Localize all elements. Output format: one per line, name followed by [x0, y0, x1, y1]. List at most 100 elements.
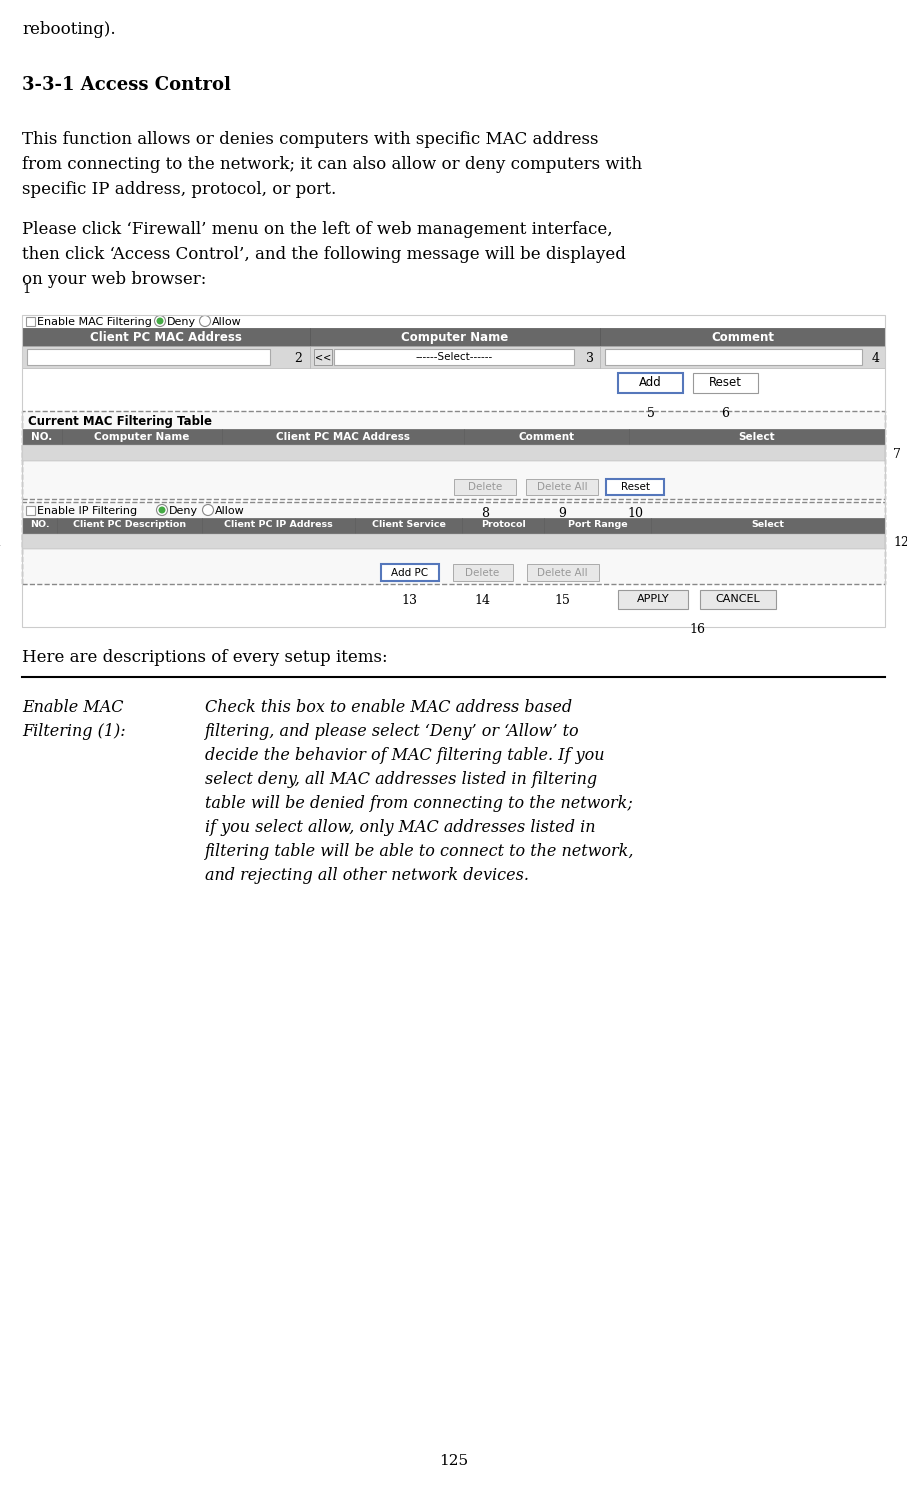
- Text: Allow: Allow: [215, 507, 245, 516]
- Bar: [334, 349, 574, 366]
- Text: Current MAC Filtering Table: Current MAC Filtering Table: [28, 415, 212, 428]
- Text: 15: 15: [554, 594, 571, 606]
- Bar: [462, 519, 544, 533]
- Text: 125: 125: [439, 1453, 468, 1468]
- Text: 11: 11: [0, 536, 2, 550]
- Bar: [202, 519, 355, 533]
- Circle shape: [157, 318, 163, 324]
- Text: decide the behavior of MAC filtering table. If you: decide the behavior of MAC filtering tab…: [205, 747, 604, 764]
- Text: from connecting to the network; it can also allow or deny computers with: from connecting to the network; it can a…: [22, 156, 642, 172]
- Text: Select: Select: [752, 520, 785, 529]
- Text: filtering table will be able to connect to the network,: filtering table will be able to connect …: [205, 843, 635, 860]
- Text: 4: 4: [872, 352, 880, 366]
- Bar: [453, 565, 512, 581]
- Text: table will be denied from connecting to the network;: table will be denied from connecting to …: [205, 795, 633, 811]
- Text: on your web browser:: on your web browser:: [22, 270, 207, 288]
- Text: Here are descriptions of every setup items:: Here are descriptions of every setup ite…: [22, 649, 387, 666]
- Text: 3-3-1 Access Control: 3-3-1 Access Control: [22, 76, 231, 94]
- Text: CANCEL: CANCEL: [716, 594, 760, 605]
- Bar: [310, 328, 600, 346]
- Bar: [314, 349, 332, 366]
- Bar: [651, 519, 885, 533]
- Text: Comment: Comment: [711, 331, 774, 343]
- Bar: [544, 519, 651, 533]
- Text: 7: 7: [893, 449, 901, 462]
- Circle shape: [154, 315, 165, 327]
- Text: Delete All: Delete All: [537, 481, 588, 492]
- Text: Select: Select: [738, 432, 775, 441]
- Bar: [526, 478, 598, 495]
- Text: Client PC Description: Client PC Description: [73, 520, 186, 529]
- Text: NO.: NO.: [30, 520, 49, 529]
- Bar: [222, 429, 464, 444]
- Circle shape: [200, 315, 210, 327]
- Text: if you select allow, only MAC addresses listed in: if you select allow, only MAC addresses …: [205, 819, 596, 837]
- Bar: [600, 346, 885, 369]
- Bar: [454, 478, 516, 495]
- Bar: [22, 502, 885, 584]
- Text: Reset: Reset: [620, 481, 649, 492]
- Bar: [629, 429, 885, 444]
- Text: NO.: NO.: [32, 432, 53, 441]
- Bar: [618, 373, 683, 392]
- Text: Allow: Allow: [212, 317, 242, 327]
- Text: filtering, and please select ‘Deny’ or ‘Allow’ to: filtering, and please select ‘Deny’ or ‘…: [205, 724, 580, 740]
- Bar: [310, 346, 600, 369]
- Text: 3: 3: [586, 352, 594, 366]
- Text: 1: 1: [22, 282, 30, 296]
- Text: 10: 10: [627, 507, 643, 520]
- Text: Add: Add: [639, 376, 662, 389]
- Bar: [618, 590, 688, 609]
- Text: Delete: Delete: [468, 481, 502, 492]
- Bar: [22, 533, 885, 548]
- Text: Client PC MAC Address: Client PC MAC Address: [276, 432, 410, 441]
- Bar: [22, 346, 310, 369]
- Text: Enable MAC Filtering: Enable MAC Filtering: [37, 317, 151, 327]
- Text: Enable MAC: Enable MAC: [22, 698, 123, 716]
- Bar: [606, 478, 664, 495]
- Text: 5: 5: [647, 407, 655, 421]
- Text: rebooting).: rebooting).: [22, 21, 115, 39]
- Text: select deny, all MAC addresses listed in filtering: select deny, all MAC addresses listed in…: [205, 771, 597, 788]
- Text: 14: 14: [474, 594, 491, 606]
- Bar: [605, 349, 862, 366]
- Text: specific IP address, protocol, or port.: specific IP address, protocol, or port.: [22, 181, 336, 198]
- Text: 2: 2: [294, 352, 302, 366]
- Text: Reset: Reset: [709, 376, 742, 389]
- Text: then click ‘Access Control’, and the following message will be displayed: then click ‘Access Control’, and the fol…: [22, 247, 626, 263]
- Bar: [355, 519, 462, 533]
- Circle shape: [202, 505, 213, 516]
- Text: 13: 13: [402, 594, 417, 606]
- Text: 16: 16: [689, 623, 705, 636]
- Bar: [464, 429, 629, 444]
- Bar: [693, 373, 758, 392]
- Bar: [381, 565, 438, 581]
- Bar: [700, 590, 776, 609]
- Text: Add PC: Add PC: [391, 568, 428, 578]
- Text: Computer Name: Computer Name: [402, 331, 509, 343]
- Text: Check this box to enable MAC address based: Check this box to enable MAC address bas…: [205, 698, 572, 716]
- Bar: [526, 565, 599, 581]
- Text: Protocol: Protocol: [481, 520, 525, 529]
- Bar: [62, 429, 222, 444]
- Text: 6: 6: [721, 407, 729, 421]
- Bar: [57, 519, 202, 533]
- Text: and rejecting all other network devices.: and rejecting all other network devices.: [205, 866, 529, 884]
- Text: Comment: Comment: [519, 432, 574, 441]
- Bar: [22, 315, 885, 627]
- Bar: [26, 507, 35, 516]
- Bar: [22, 412, 885, 499]
- Circle shape: [157, 505, 168, 516]
- Text: Port Range: Port Range: [568, 520, 628, 529]
- Text: 8: 8: [481, 507, 489, 520]
- Text: Please click ‘Firewall’ menu on the left of web management interface,: Please click ‘Firewall’ menu on the left…: [22, 221, 612, 238]
- Text: ------Select------: ------Select------: [415, 352, 493, 363]
- Text: APPLY: APPLY: [637, 594, 669, 605]
- Text: Client PC MAC Address: Client PC MAC Address: [90, 331, 242, 343]
- Circle shape: [159, 507, 165, 514]
- Text: Delete All: Delete All: [537, 568, 588, 578]
- Bar: [22, 519, 57, 533]
- Bar: [22, 328, 310, 346]
- Bar: [26, 317, 35, 325]
- Text: Client PC IP Address: Client PC IP Address: [224, 520, 333, 529]
